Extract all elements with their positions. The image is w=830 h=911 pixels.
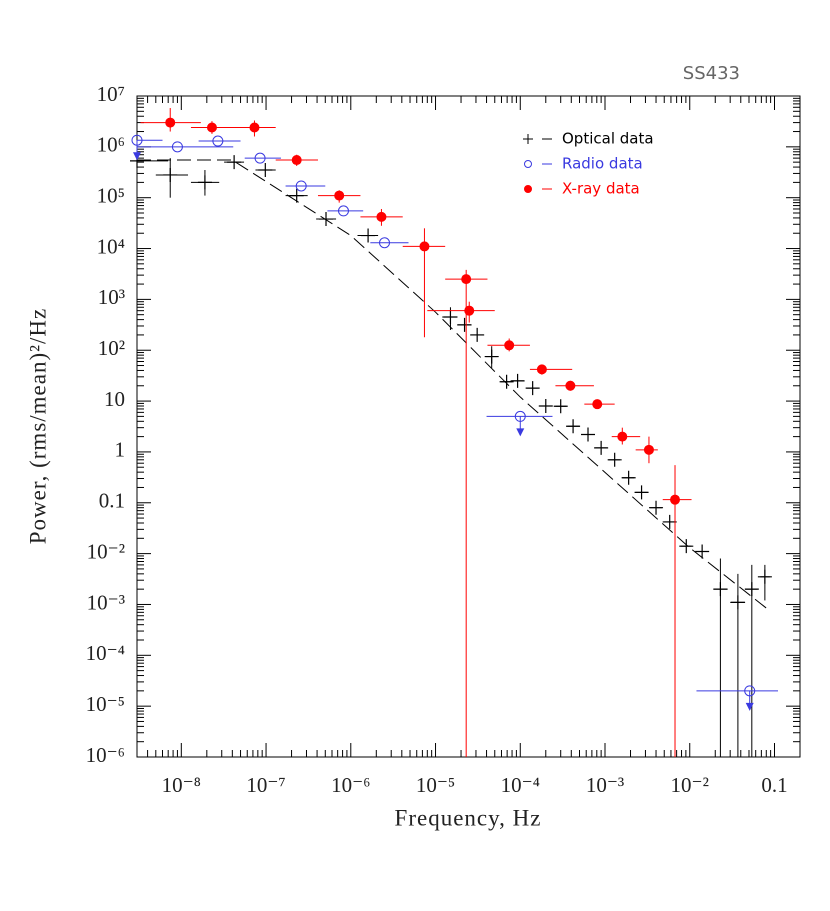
point: [670, 494, 681, 505]
upper-limit-arrow: [133, 152, 141, 161]
x-tick-label: 10⁻⁶: [331, 773, 370, 797]
point: [361, 228, 376, 243]
point: [165, 117, 176, 128]
point: [538, 399, 553, 414]
point: [514, 410, 526, 422]
point: [565, 380, 576, 391]
point: [566, 419, 581, 434]
point: [553, 399, 568, 414]
y-tick-label: 10⁻⁶: [86, 743, 125, 767]
point: [258, 163, 273, 178]
point: [464, 305, 475, 316]
point: [695, 544, 710, 559]
point: [289, 188, 304, 203]
point: [457, 317, 472, 332]
point: [536, 364, 547, 375]
y-tick-label: 10: [104, 387, 125, 411]
legend-marker: [523, 134, 533, 144]
point: [744, 582, 759, 597]
point: [757, 569, 772, 584]
upper-limit-arrow: [516, 428, 525, 437]
point: [504, 340, 515, 351]
y-tick-label: 1: [115, 438, 126, 462]
y-tick-label: 10³: [98, 285, 125, 309]
legend-marker: [524, 160, 532, 168]
x-tick-label: 10⁻²: [671, 773, 709, 797]
point: [171, 141, 183, 153]
y-tick-label: 10⁻³: [87, 590, 125, 614]
y-tick-label: 10²: [98, 336, 125, 360]
x-tick-label: 10⁻⁴: [501, 773, 540, 797]
point: [319, 212, 334, 227]
point: [510, 373, 525, 388]
point: [525, 381, 540, 396]
y-tick-label: 10⁻⁴: [86, 641, 125, 665]
point: [461, 274, 472, 285]
point: [163, 167, 178, 182]
point: [499, 374, 514, 389]
x-axis-label: Frequency, Hz: [395, 805, 542, 830]
point: [592, 399, 603, 410]
y-tick-label: 10⁵: [97, 184, 125, 208]
point: [662, 514, 677, 529]
y-axis-label: Power, (rms/mean)²/Hz: [25, 308, 50, 544]
x-tick-label: 10⁻⁸: [162, 773, 201, 797]
upper-limit-arrow: [745, 702, 754, 711]
point: [470, 327, 485, 342]
x-tick-label: 10⁻⁵: [416, 773, 455, 797]
point: [643, 444, 654, 455]
y-tick-label: 10⁴: [97, 234, 125, 258]
point: [197, 175, 212, 190]
point: [337, 205, 349, 217]
point: [206, 122, 217, 133]
point: [295, 180, 307, 192]
point: [621, 470, 636, 485]
point: [419, 241, 430, 252]
y-tick-label: 10⁷: [97, 82, 125, 106]
point: [581, 427, 596, 442]
legend-marker: [524, 185, 532, 193]
chart-title: SS433: [683, 63, 740, 84]
point: [713, 582, 728, 597]
y-tick-label: 10⁻²: [87, 539, 125, 563]
point: [379, 237, 391, 249]
point: [227, 155, 242, 170]
point: [679, 539, 694, 554]
point: [291, 155, 302, 166]
y-tick-label: 10⁶: [97, 133, 125, 157]
legend-label: Optical data: [562, 130, 654, 148]
model-line: [137, 159, 767, 609]
legend-label: Radio data: [562, 155, 643, 173]
y-tick-label: 0.1: [99, 489, 125, 513]
point: [376, 211, 387, 222]
point: [730, 595, 745, 610]
x-tick-label: 10⁻³: [586, 773, 624, 797]
point: [607, 452, 622, 467]
y-tick-label: 10⁻⁵: [86, 692, 125, 716]
point: [649, 500, 664, 515]
point: [617, 431, 628, 442]
point: [212, 135, 224, 147]
point: [634, 485, 649, 500]
legend-label: X-ray data: [562, 180, 640, 198]
point: [443, 310, 458, 325]
plot-frame: [136, 95, 801, 758]
point: [744, 685, 756, 697]
point: [594, 440, 609, 455]
x-tick-label: 10⁻⁷: [246, 773, 285, 797]
point: [254, 152, 266, 164]
point: [334, 190, 345, 201]
point: [131, 134, 143, 146]
point: [484, 349, 499, 364]
point: [249, 122, 260, 133]
x-tick-label: 0.1: [761, 773, 787, 797]
